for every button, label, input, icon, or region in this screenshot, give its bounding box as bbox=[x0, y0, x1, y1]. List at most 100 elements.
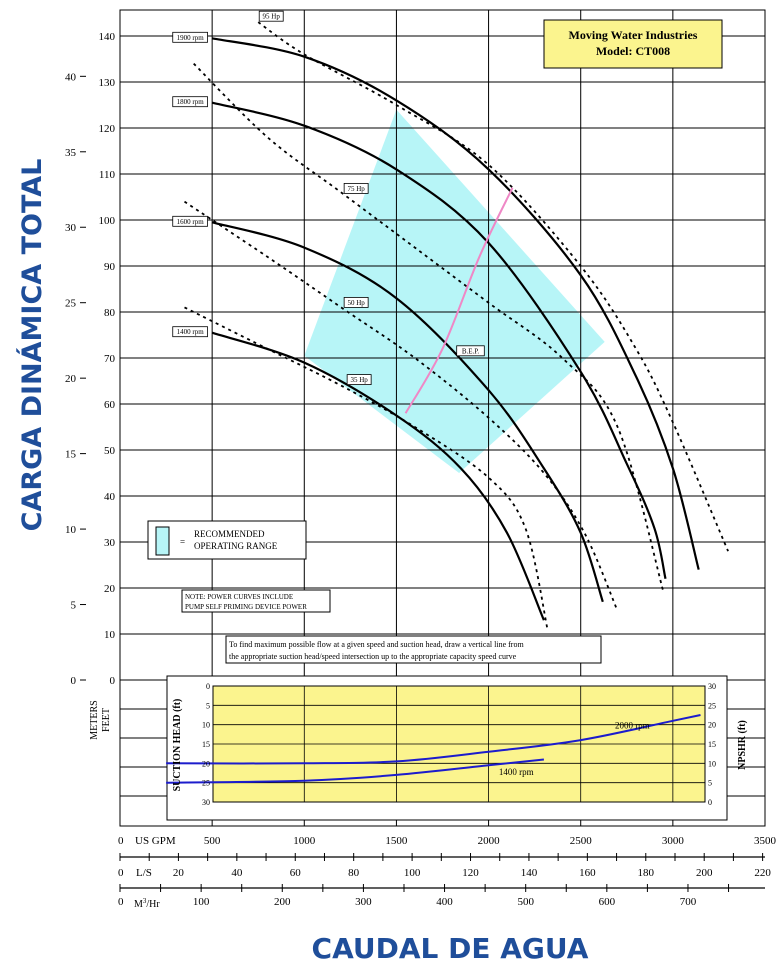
label-1800-rpm-box bbox=[172, 96, 208, 108]
y-feet-tick-label: 60 bbox=[104, 399, 116, 411]
x-ls-tick-label: 120 bbox=[462, 867, 479, 879]
power-curve-75-Hp bbox=[193, 62, 665, 593]
note-line-2: PUMP SELF PRIMING DEVICE POWER bbox=[185, 603, 307, 611]
x-gpm-zero: 0 bbox=[118, 835, 124, 847]
label-35-Hp: 35 Hp bbox=[346, 374, 372, 386]
inset-label-2000-rpm: 2000 rpm bbox=[615, 721, 650, 731]
y-feet-tick-label: 120 bbox=[99, 123, 116, 135]
label-1600-rpm-text: 1600 rpm bbox=[177, 218, 205, 226]
label-95-Hp-text: 95 Hp bbox=[263, 13, 281, 21]
label-1900-rpm: 1900 rpm bbox=[172, 31, 208, 43]
y-feet-tick-label: 140 bbox=[99, 31, 116, 43]
y-meters-tick-label: 40 bbox=[65, 71, 77, 83]
label-95-Hp: 95 Hp bbox=[258, 10, 284, 22]
y-feet-tick-label: 50 bbox=[104, 445, 116, 457]
bep-line bbox=[404, 187, 514, 414]
y-meters-tick-label: 15 bbox=[65, 449, 77, 461]
inset-left-tick-label: 25 bbox=[202, 779, 210, 788]
x-ls-tick-label: 80 bbox=[348, 867, 360, 879]
inset-curve-2000-rpm bbox=[166, 714, 701, 765]
x-axis-m3hr: 100 200 300 400 500 600 700 bbox=[119, 884, 765, 908]
note-line-1: NOTE: POWER CURVES INCLUDE bbox=[185, 593, 293, 601]
power-curve-95-Hp bbox=[257, 21, 729, 552]
label-75-Hp-text: 75 Hp bbox=[347, 185, 365, 193]
inset-grid bbox=[213, 686, 705, 802]
label-50-Hp-text: 50 Hp bbox=[347, 299, 365, 307]
inset-left-axis-label: SUCTION HEAD (ft) bbox=[172, 699, 183, 792]
y-feet-tick-label: 130 bbox=[99, 77, 116, 89]
y-feet-tick-label: 10 bbox=[104, 629, 116, 641]
label-75-Hp: 75 Hp bbox=[343, 182, 369, 194]
y-axis-feet: 10 20 30 40 50 60 70 80 90 100 110 120 130 140 0 bbox=[99, 10, 121, 826]
speed-curve-1900-rpm bbox=[211, 37, 700, 570]
x-axis-title: CAUDAL DE AGUA bbox=[312, 932, 589, 965]
label-bep-box bbox=[456, 345, 485, 357]
x-gpm-tick-label: 2000 bbox=[478, 835, 501, 847]
legend-equals: = bbox=[180, 537, 185, 547]
inset-series: 2000 rpm 1400 rpm bbox=[166, 714, 701, 784]
inset-left-tick-label: 30 bbox=[202, 798, 210, 807]
label-1400-rpm: 1400 rpm bbox=[172, 326, 208, 338]
x-gpm-tick-label: 1000 bbox=[293, 835, 316, 847]
y-axis-title: CARGA DINÁMICA TOTAL bbox=[16, 159, 48, 532]
label-bep: B.E.P. bbox=[456, 345, 485, 357]
label-1600-rpm: 1600 rpm bbox=[172, 215, 208, 227]
x-m3-tick-label: 200 bbox=[274, 896, 291, 908]
inset-right-tick-label: 15 bbox=[708, 740, 716, 749]
x-m3-zero: 0 bbox=[118, 896, 124, 908]
y-meters-tick-label: 25 bbox=[65, 298, 77, 310]
speed-curves bbox=[211, 37, 700, 621]
title-line-1: Moving Water Industries bbox=[569, 28, 698, 42]
note-box: NOTE: POWER CURVES INCLUDE PUMP SELF PRI… bbox=[181, 589, 331, 613]
y-feet-tick-label: 80 bbox=[104, 307, 116, 319]
inset-right-tick-label: 20 bbox=[708, 721, 716, 730]
inset-ticks: 0 5 10 15 20 25 30 0 5 10 15 20 25 30 bbox=[202, 682, 716, 807]
label-1800-rpm: 1800 rpm bbox=[172, 96, 208, 108]
y-meters-tick-label: 35 bbox=[65, 147, 77, 159]
y-axis-meters: 0 5 10 15 20 25 30 35 40 bbox=[65, 71, 86, 687]
inset-right-tick-label: 0 bbox=[708, 798, 712, 807]
x-gpm-tick-label: 1500 bbox=[385, 835, 408, 847]
y-feet-tick-label: 20 bbox=[104, 583, 116, 595]
label-35-Hp-text: 35 Hp bbox=[350, 376, 368, 384]
y-feet-tick-label: 70 bbox=[104, 353, 116, 365]
speed-curve-1800-rpm bbox=[211, 101, 667, 580]
power-curve-50-Hp bbox=[184, 200, 619, 612]
x-ls-label: L/S bbox=[136, 867, 152, 879]
x-ls-zero: 0 bbox=[118, 867, 124, 879]
inset-left-tick-label: 5 bbox=[206, 701, 210, 710]
inset-curve-1400-rpm bbox=[166, 758, 544, 784]
label-35-Hp-box bbox=[346, 374, 372, 386]
x-axis-gpm: 500 1000 1500 2000 2500 3000 3500 bbox=[204, 835, 777, 847]
x-m3-tick-label: 100 bbox=[193, 896, 210, 908]
label-1900-rpm-text: 1900 rpm bbox=[177, 34, 205, 42]
inset-left-tick-label: 20 bbox=[202, 759, 210, 768]
x-gpm-label: US GPM bbox=[135, 835, 176, 847]
instruction-box: To find maximum possible flow at a given… bbox=[225, 635, 602, 664]
label-1400-rpm-box bbox=[172, 326, 208, 338]
x-ls-tick-label: 100 bbox=[404, 867, 421, 879]
inset-left-tick-label: 10 bbox=[202, 721, 210, 730]
x-ls-tick-label: 20 bbox=[173, 867, 185, 879]
x-m3-label: M3/Hr bbox=[134, 897, 160, 910]
y-meters-tick-label: 30 bbox=[65, 222, 77, 234]
legend: = RECOMMENDED OPERATING RANGE bbox=[147, 520, 307, 560]
x-gpm-tick-label: 3000 bbox=[662, 835, 685, 847]
y-feet-tick-label: 30 bbox=[104, 537, 116, 549]
recommended-operating-range bbox=[304, 109, 605, 473]
x-ls-tick-label: 220 bbox=[754, 867, 771, 879]
x-ls-tick-label: 60 bbox=[290, 867, 302, 879]
label-1900-rpm-box bbox=[172, 31, 208, 43]
y-meters-tick-label: 20 bbox=[65, 373, 77, 385]
x-ls-tick-label: 160 bbox=[579, 867, 596, 879]
x-m3-tick-label: 600 bbox=[599, 896, 616, 908]
inset-left-tick-label: 0 bbox=[206, 682, 210, 691]
inset-right-tick-label: 5 bbox=[708, 779, 712, 788]
label-bep-text: B.E.P. bbox=[462, 347, 480, 355]
inset-label-1400-rpm: 1400 rpm bbox=[499, 767, 534, 777]
legend-swatch bbox=[155, 526, 170, 556]
legend-line-2: OPERATING RANGE bbox=[194, 541, 278, 551]
x-m3-tick-label: 500 bbox=[517, 896, 534, 908]
x-ls-tick-label: 180 bbox=[638, 867, 655, 879]
